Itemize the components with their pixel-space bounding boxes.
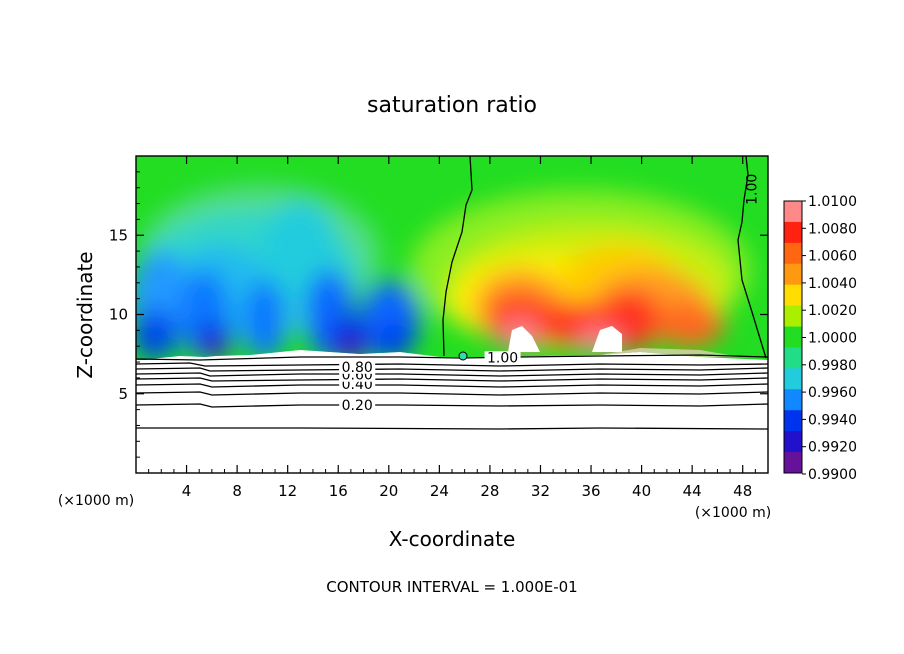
contour-lines (135, 155, 769, 430)
contour-0.10 (136, 427, 769, 430)
y-axis-title: Z-coordinate (73, 251, 97, 378)
y-axis: 5 10 15 (109, 171, 768, 458)
contour-0.60 (135, 372, 769, 377)
colorbar-label: 0.9980 (808, 358, 857, 374)
contour-0.20 (135, 403, 769, 408)
x-axis: 4 8 12 16 20 24 28 32 36 40 44 48 (148, 156, 756, 500)
saturation-field (136, 156, 768, 360)
x-tick-label: 20 (379, 482, 398, 500)
colorbar-swatch (784, 242, 802, 265)
colorbar-label: 1.0020 (808, 303, 857, 319)
contour-label-bg (339, 398, 376, 412)
colorbar-swatch (784, 431, 802, 453)
chart-title: saturation ratio (367, 93, 537, 118)
contour-1.00-right (737, 155, 767, 359)
x-unit-left: (×1000 m) (58, 493, 134, 509)
contour-0.30 (135, 391, 769, 396)
y-tick-label: 10 (109, 306, 128, 324)
contour-label-bg (484, 351, 521, 365)
colorbar-swatch (784, 284, 802, 307)
y-tick-label: 5 (118, 385, 128, 403)
colorbar-swatch (784, 452, 802, 474)
contour-label: 0.80 (342, 360, 373, 376)
x-tick-label: 36 (581, 482, 600, 500)
contour-label: 1.00 (487, 350, 518, 366)
contour-0.40 (135, 383, 769, 388)
contour-label: 1.00 (745, 174, 761, 205)
colorbar-label: 1.0100 (808, 194, 857, 210)
colorbar-swatch (784, 368, 802, 390)
colorbar-swatch (784, 221, 802, 244)
colorbar-swatch (784, 326, 802, 348)
colorbar-label: 0.9920 (808, 440, 857, 456)
x-axis-title: X-coordinate (389, 527, 516, 551)
colorbar-swatch (784, 201, 802, 223)
colorbar-swatch (784, 263, 802, 286)
colorbar-label: 0.9900 (808, 467, 857, 483)
x-unit-right: (×1000 m) (695, 505, 771, 521)
x-tick-label: 48 (733, 482, 752, 500)
colorbar-label: 0.9960 (808, 385, 857, 401)
colorbar-label: 1.0060 (808, 249, 857, 265)
contour-label-bg (339, 360, 376, 374)
contour-0.70 (135, 367, 769, 372)
colorbar-label: 1.0080 (808, 221, 857, 237)
x-tick-label: 40 (632, 482, 651, 500)
colorbar-label: 1.0040 (808, 276, 857, 292)
colorbar-swatch (784, 410, 802, 432)
contour-0.50 (135, 377, 769, 382)
x-tick-label: 16 (329, 482, 348, 500)
contour-marker (458, 351, 468, 361)
x-tick-label: 28 (480, 482, 499, 500)
y-tick-label: 15 (109, 226, 128, 244)
contour-labels: 0.200.400.600.801.001.00 (339, 174, 761, 414)
x-tick-label: 32 (531, 482, 550, 500)
colorbar-label: 0.9940 (808, 412, 857, 428)
colorbar-swatch (784, 347, 802, 369)
x-tick-label: 44 (683, 482, 702, 500)
contour-label: 0.20 (342, 398, 373, 414)
colorbar-swatch (784, 389, 802, 411)
x-tick-label: 4 (182, 482, 192, 500)
contour-interval-note: CONTOUR INTERVAL = 1.000E-01 (326, 578, 577, 596)
contour-1.00-middle (442, 155, 473, 357)
colorbar-swatch (784, 305, 802, 328)
x-tick-label: 12 (278, 482, 297, 500)
contour-0.80 (135, 362, 769, 367)
colorbar: 1.0100 1.0080 1.0060 1.0040 1.0020 1.0000 0.99… (783, 194, 857, 483)
x-tick-label: 24 (430, 482, 449, 500)
x-tick-label: 8 (232, 482, 242, 500)
colorbar-label: 1.0000 (808, 331, 857, 347)
